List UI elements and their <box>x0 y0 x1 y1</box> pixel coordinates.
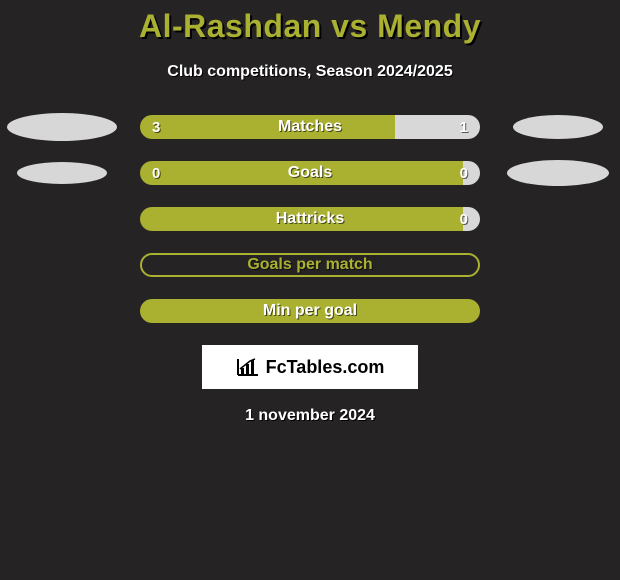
player-right-ellipse <box>507 160 609 186</box>
stat-bar-left-fill <box>140 161 463 185</box>
player-right-ellipse <box>513 115 603 139</box>
stat-bar: 00Goals <box>140 161 480 185</box>
left-ellipse-slot <box>2 162 122 184</box>
bar-chart-icon <box>236 357 260 377</box>
stat-row: 31Matches <box>0 115 620 139</box>
stat-bar: 31Matches <box>140 115 480 139</box>
brand-logo: FcTables.com <box>202 345 418 389</box>
stat-bar: Goals per match <box>140 253 480 277</box>
stat-value-right: 0 <box>460 207 468 231</box>
player-left-ellipse <box>17 162 107 184</box>
stat-bar: 0Hattricks <box>140 207 480 231</box>
page-title: Al-Rashdan vs Mendy <box>0 0 620 45</box>
stat-row: 0Hattricks <box>0 207 620 231</box>
stat-value-right: 1 <box>460 115 468 139</box>
footer-date: 1 november 2024 <box>0 407 620 425</box>
stats-area: 31Matches00Goals0HattricksGoals per matc… <box>0 115 620 323</box>
stat-row: 00Goals <box>0 161 620 185</box>
brand-logo-text: FcTables.com <box>266 357 385 378</box>
left-ellipse-slot <box>2 113 122 141</box>
stat-value-right: 0 <box>460 161 468 185</box>
page-subtitle: Club competitions, Season 2024/2025 <box>0 63 620 81</box>
stat-row: Min per goal <box>0 299 620 323</box>
right-ellipse-slot <box>498 160 618 186</box>
stat-bar: Min per goal <box>140 299 480 323</box>
stat-row: Goals per match <box>0 253 620 277</box>
stat-bar-left-fill <box>140 207 463 231</box>
stat-bar-left-fill <box>140 299 480 323</box>
stat-value-left: 3 <box>152 115 160 139</box>
stat-bar-left-fill <box>140 115 395 139</box>
stat-label: Goals per match <box>142 255 478 275</box>
player-left-ellipse <box>7 113 117 141</box>
right-ellipse-slot <box>498 115 618 139</box>
stat-value-left: 0 <box>152 161 160 185</box>
